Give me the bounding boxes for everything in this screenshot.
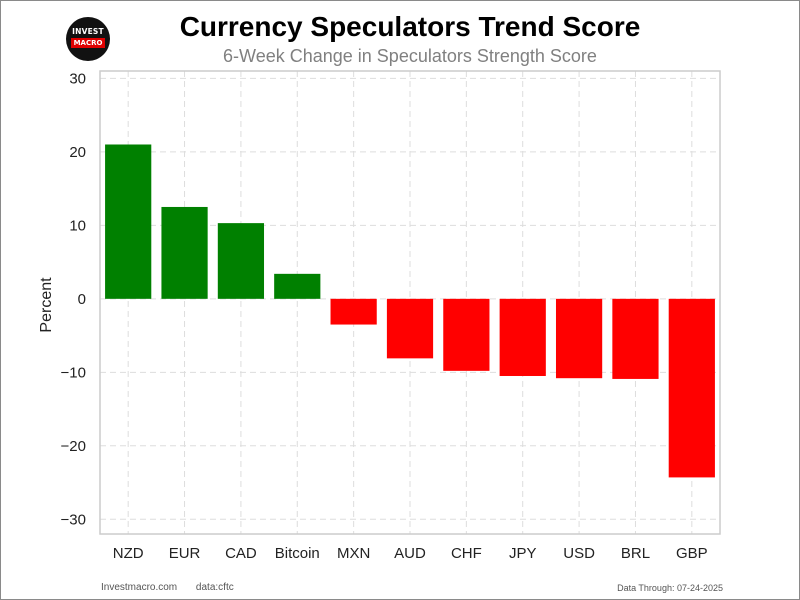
x-tick-label: Bitcoin [275, 545, 320, 562]
x-tick-label: NZD [113, 545, 144, 562]
y-tick-label: −30 [61, 511, 86, 528]
bar-brl [612, 298, 659, 379]
y-tick-label: 20 [69, 144, 86, 161]
investmacro-logo: INVEST MACRO [66, 17, 110, 61]
bar-aud [386, 298, 434, 359]
bar-jpy [499, 298, 546, 376]
bar-cad [217, 223, 265, 299]
bar-chf [443, 298, 490, 371]
x-tick-label: BRL [621, 545, 650, 562]
footer-source: data:cftc [195, 582, 234, 593]
y-tick-label: 0 [78, 291, 86, 308]
logo-text-macro: MACRO [71, 38, 105, 48]
x-tick-label: JPY [509, 545, 537, 562]
bar-usd [555, 298, 603, 379]
bar-eur [161, 206, 208, 299]
x-tick-label: MXN [337, 545, 370, 562]
plot-area-border [99, 70, 721, 535]
bar-bitcoin [274, 273, 321, 299]
y-tick-label: −10 [61, 364, 86, 381]
bar-mxn [330, 298, 377, 325]
footer-site: Investmacro.com [101, 582, 178, 593]
x-tick-label: CAD [225, 545, 257, 562]
y-tick-label: 30 [69, 70, 86, 87]
bar-gbp [668, 298, 715, 478]
x-tick-label: CHF [451, 545, 482, 562]
x-tick-label: EUR [169, 545, 201, 562]
x-tick-label: AUD [394, 545, 426, 562]
y-tick-label: 10 [69, 217, 86, 234]
x-tick-label: GBP [676, 545, 708, 562]
chart-title: Currency Speculators Trend Score [179, 11, 641, 42]
bar-nzd [105, 144, 152, 299]
footer-date: Data Through: 07-24-2025 [617, 583, 723, 593]
chart-subtitle: 6-Week Change in Speculators Strength Sc… [223, 46, 597, 66]
x-tick-label: USD [563, 545, 595, 562]
logo-text-invest: INVEST [72, 27, 104, 36]
footer-credits: Investmacro.com data:cftc [101, 582, 250, 593]
y-tick-label: −20 [61, 438, 86, 455]
